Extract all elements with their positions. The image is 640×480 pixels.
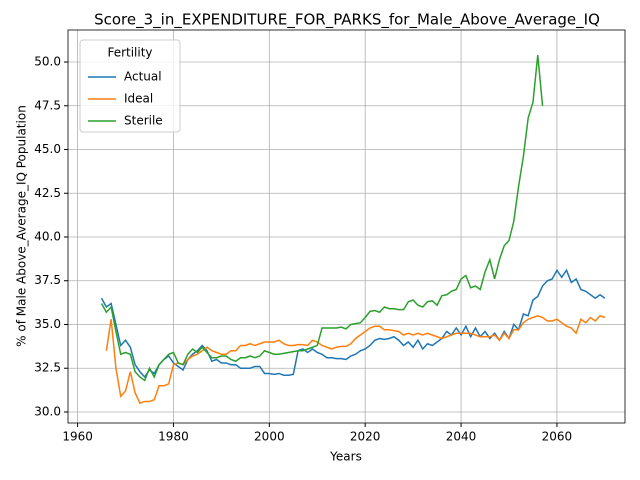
y-tick-label: 32.5 — [34, 361, 61, 375]
plot-frame — [67, 29, 626, 424]
y-tick-label: 50.0 — [34, 55, 61, 69]
y-tick-label: 30.0 — [34, 404, 61, 418]
legend-title: Fertility — [107, 46, 152, 60]
y-axis-label: % of Male Above_Average_IQ Population — [15, 105, 29, 347]
legend-label: Ideal — [124, 92, 153, 106]
y-tick-label: 47.5 — [34, 98, 61, 112]
data-line — [100, 54, 544, 382]
legend-box — [79, 39, 181, 133]
y-tick-label: 35.0 — [34, 317, 61, 331]
data-line — [100, 268, 606, 379]
chart-title: Score_3_in_EXPENDITURE_FOR_PARKS_for_Mal… — [94, 11, 600, 30]
x-axis-label: Years — [329, 450, 362, 464]
x-tick-label: 1960 — [62, 430, 93, 444]
y-tick-label: 42.5 — [34, 186, 61, 200]
x-tick-label: 2020 — [350, 430, 381, 444]
legend-label: Sterile — [124, 114, 163, 128]
y-tick-label: 40.0 — [34, 229, 61, 243]
x-tick-label: 2000 — [254, 430, 285, 444]
x-tick-label: 2060 — [542, 430, 573, 444]
y-tick-label: 45.0 — [34, 142, 61, 156]
x-tick-label: 1980 — [158, 430, 189, 444]
x-tick-label: 2040 — [446, 430, 477, 444]
y-tick-label: 37.5 — [34, 273, 61, 287]
data-line — [105, 314, 606, 405]
legend-label: Actual — [124, 70, 162, 84]
